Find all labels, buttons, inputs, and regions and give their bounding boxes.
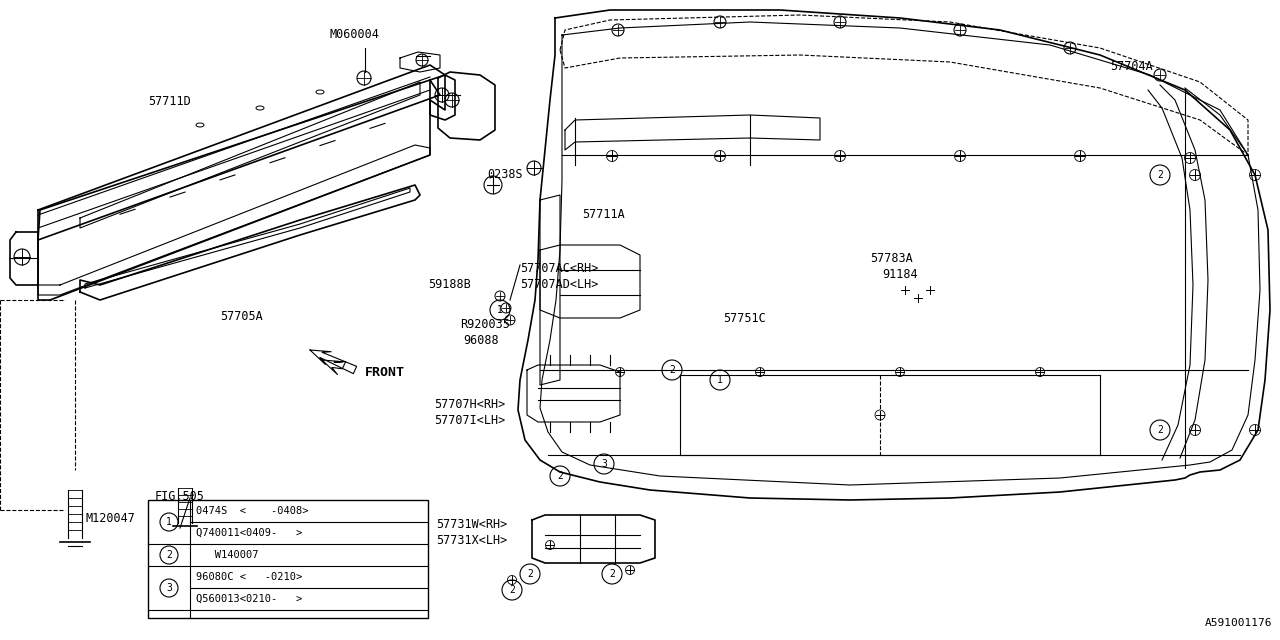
Text: 91184: 91184 [882,268,918,281]
Text: 57707AD<LH>: 57707AD<LH> [520,278,598,291]
Text: 2: 2 [166,550,172,560]
Text: 57707H<RH>: 57707H<RH> [434,398,506,411]
Text: 57751C: 57751C [723,312,765,325]
Text: 3: 3 [166,583,172,593]
Text: 57731W<RH>: 57731W<RH> [436,518,507,531]
Text: 57707AC<RH>: 57707AC<RH> [520,262,598,275]
Text: 2: 2 [527,569,532,579]
Text: 3: 3 [602,459,607,469]
Text: 0238S: 0238S [486,168,522,181]
Text: 1: 1 [166,517,172,527]
Text: FRONT: FRONT [365,365,404,378]
Bar [148,500,428,618]
Text: A591001176: A591001176 [1204,618,1272,628]
Text: FIG.505: FIG.505 [155,490,205,503]
Text: 57783A: 57783A [870,252,913,265]
Text: 2: 2 [1157,170,1164,180]
Text: 2: 2 [609,569,614,579]
Text: 57705A: 57705A [220,310,262,323]
Text: 0474S  <    -0408>: 0474S < -0408> [196,506,308,516]
Text: M060004: M060004 [330,28,380,41]
Text: 57711D: 57711D [148,95,191,108]
Text: 57711A: 57711A [582,208,625,221]
Text: Q560013<0210-   >: Q560013<0210- > [196,594,302,604]
Text: 96088: 96088 [463,334,499,347]
Text: 2: 2 [669,365,675,375]
Text: 2: 2 [509,585,515,595]
Text: 2: 2 [1157,425,1164,435]
Text: 59188B: 59188B [428,278,471,291]
Text: 1: 1 [717,375,723,385]
Text: M120047: M120047 [86,512,136,525]
Text: 57704A: 57704A [1110,60,1153,73]
Text: W140007: W140007 [196,550,259,560]
Text: 1: 1 [497,305,503,315]
Text: 57707I<LH>: 57707I<LH> [434,414,506,427]
Text: 2: 2 [557,471,563,481]
Text: R920035: R920035 [460,318,509,331]
Text: 96080C <   -0210>: 96080C < -0210> [196,572,302,582]
Text: 57731X<LH>: 57731X<LH> [436,534,507,547]
Text: Q740011<0409-   >: Q740011<0409- > [196,528,302,538]
